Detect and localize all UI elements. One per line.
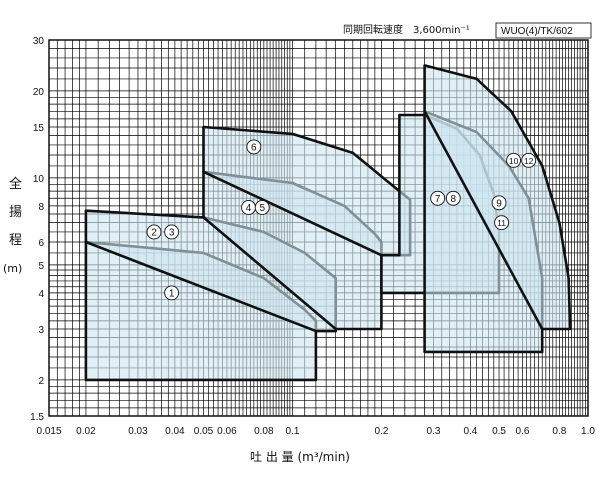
y-tick-label: 4 xyxy=(38,289,44,300)
y-tick-label: 3 xyxy=(38,325,44,336)
y-tick-label: 1.5 xyxy=(30,412,44,423)
region-marker-circle xyxy=(430,190,446,206)
x-tick-label: 0.5 xyxy=(492,426,506,437)
x-tick-label: 0.02 xyxy=(76,426,96,437)
region-number-3: 3 xyxy=(169,227,175,238)
region-number-10: 10 xyxy=(509,156,519,166)
x-tick-label: 0.2 xyxy=(374,426,388,437)
y-tick-labels: 1.5 2 3 4 5 6 8 10 15 20 30 xyxy=(30,36,44,423)
y-tick-label: 5 xyxy=(38,261,44,272)
y-axis-label-char-1: 全 xyxy=(9,176,22,192)
x-tick-label: 1.0 xyxy=(581,426,595,437)
region-number-5: 5 xyxy=(259,203,265,214)
y-tick-label: 15 xyxy=(33,123,45,134)
plot-frame xyxy=(48,39,589,417)
model-box xyxy=(495,22,592,39)
y-axis-label-unit: (m) xyxy=(3,262,22,275)
x-axis-label: 吐 出 量 (m³/min) xyxy=(250,450,350,464)
x-tick-label: 0.03 xyxy=(128,426,148,437)
x-tick-label: 0.8 xyxy=(552,426,566,437)
region-number-7: 7 xyxy=(435,194,441,205)
y-tick-label: 20 xyxy=(33,87,45,98)
x-tick-label: 0.1 xyxy=(286,426,300,437)
region-number-6: 6 xyxy=(251,142,257,153)
x-tick-label: 0.3 xyxy=(427,426,441,437)
y-axis-label-char-3: 程 xyxy=(9,233,22,248)
region-number-1: 1 xyxy=(169,288,175,299)
region-marker-circle xyxy=(494,215,510,231)
region-marker-circle xyxy=(246,139,262,155)
x-tick-label: 0.4 xyxy=(463,426,477,437)
region-marker-circle xyxy=(164,285,180,301)
operating-regions xyxy=(84,64,572,382)
region-marker-circle xyxy=(491,195,507,211)
x-tick-label: 0.04 xyxy=(165,426,185,437)
region-marker-circle xyxy=(164,224,180,240)
x-tick-label: 0.08 xyxy=(254,426,274,437)
y-tick-label: 2 xyxy=(38,376,44,387)
model-code: WUO(4)/TK/602 xyxy=(501,26,573,37)
y-axis-label-char-2: 揚 xyxy=(9,204,22,220)
region-number-8: 8 xyxy=(450,194,456,205)
region-marker-circle xyxy=(146,224,162,240)
region-marker-circle xyxy=(254,200,270,215)
region-number-9: 9 xyxy=(496,198,502,209)
region-marker-circle xyxy=(521,152,537,168)
region-number-12: 12 xyxy=(524,156,534,166)
region-marker-circle xyxy=(506,152,522,168)
y-tick-label: 30 xyxy=(33,36,45,47)
x-tick-labels: 0.015 0.02 0.03 0.04 0.05 0.06 0.08 0.1 0.2 0.3 0.… xyxy=(36,426,595,437)
x-tick-label: 0.05 xyxy=(194,426,214,437)
y-tick-label: 8 xyxy=(38,202,44,213)
y-tick-label: 6 xyxy=(38,238,44,249)
x-tick-label: 0.6 xyxy=(515,426,529,437)
region-number-11: 11 xyxy=(497,218,506,228)
region-marker-circle xyxy=(445,190,461,206)
x-tick-label: 0.06 xyxy=(217,426,237,437)
region-number-2: 2 xyxy=(151,227,157,238)
speed-label: 同期回転速度 3,600min⁻¹ xyxy=(343,23,470,36)
region-number-4: 4 xyxy=(246,203,252,214)
y-tick-label: 10 xyxy=(33,174,45,185)
x-tick-label: 0.015 xyxy=(36,426,61,437)
